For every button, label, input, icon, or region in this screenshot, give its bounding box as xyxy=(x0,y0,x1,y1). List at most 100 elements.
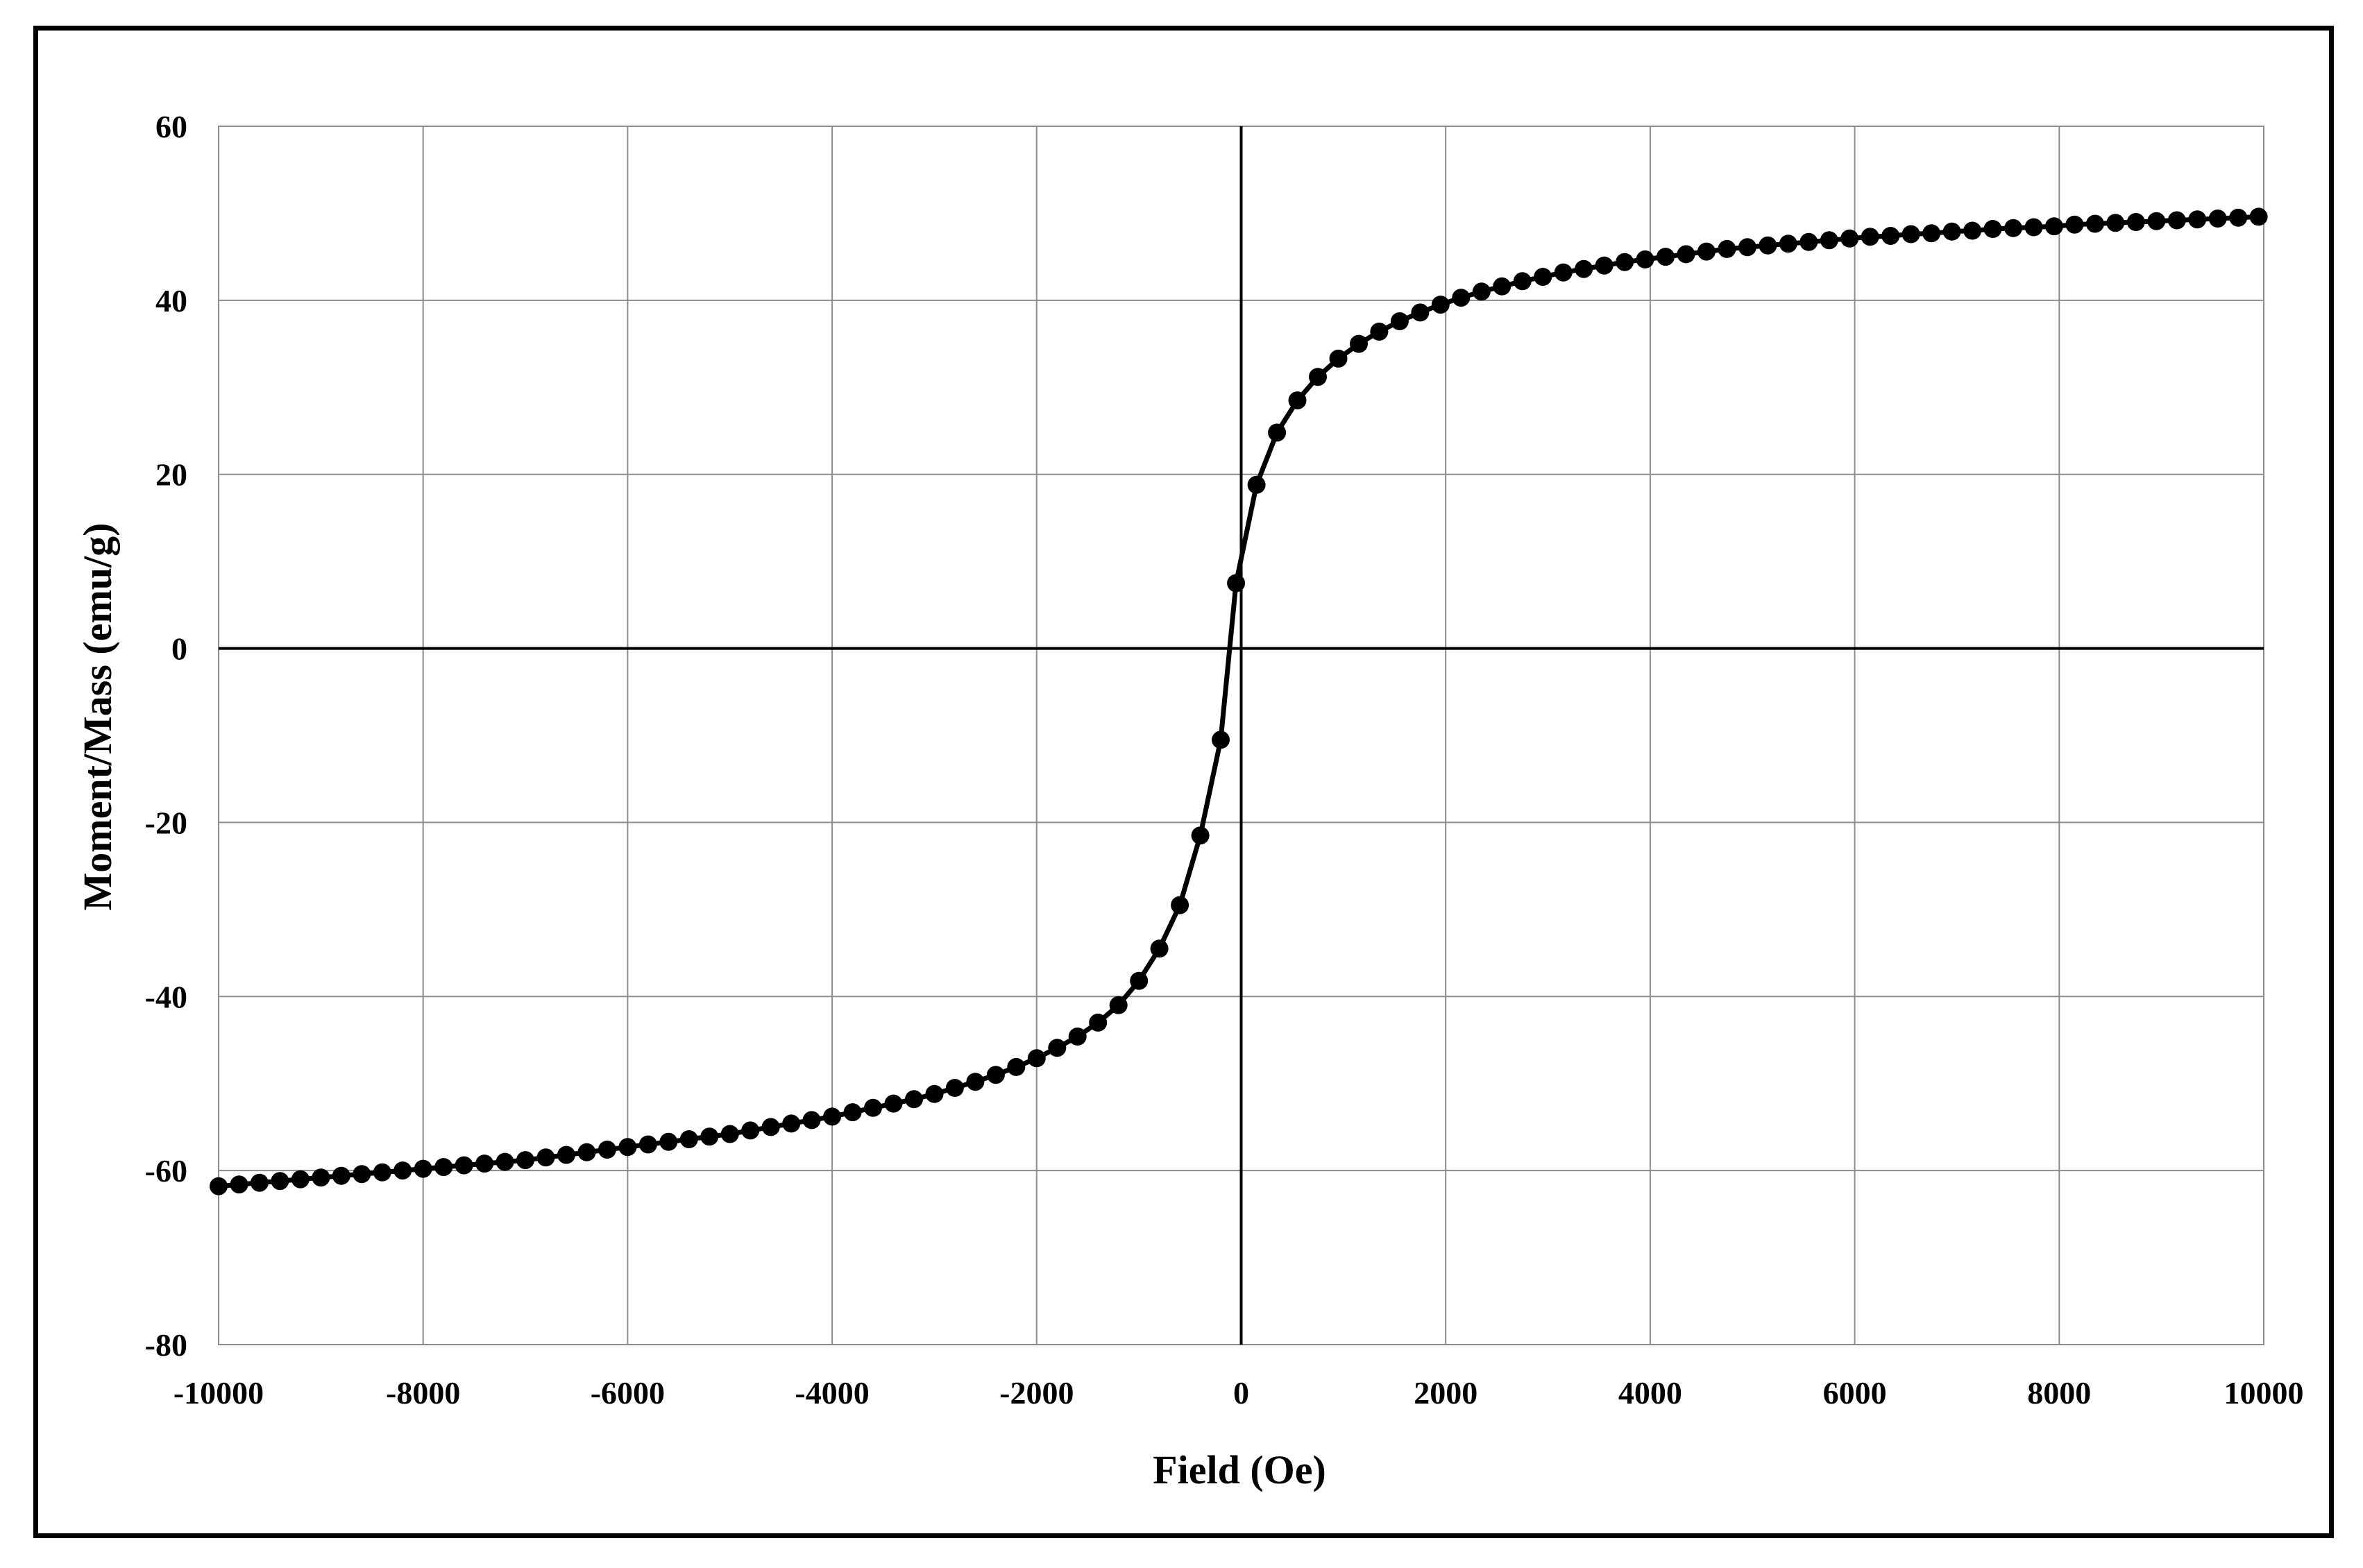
data-point xyxy=(659,1132,678,1151)
data-point xyxy=(823,1107,842,1126)
data-point xyxy=(1068,1028,1087,1046)
data-point xyxy=(1759,236,1777,255)
data-point xyxy=(1171,896,1189,914)
data-point xyxy=(1227,574,1246,593)
data-point xyxy=(1007,1057,1026,1076)
data-point xyxy=(1150,939,1169,958)
data-point xyxy=(782,1114,801,1133)
data-point xyxy=(905,1090,923,1109)
data-point xyxy=(475,1154,494,1173)
data-point xyxy=(1411,303,1430,322)
data-point xyxy=(1902,225,1920,244)
data-point xyxy=(2004,219,2022,237)
data-point xyxy=(516,1151,534,1170)
data-point xyxy=(2065,215,2084,234)
data-point xyxy=(1718,239,1736,258)
y-tick-label: 60 xyxy=(155,109,187,144)
data-point xyxy=(741,1121,760,1140)
x-tick-label: 4000 xyxy=(1618,1375,1682,1411)
x-tick-label: 8000 xyxy=(2027,1375,2091,1411)
data-point xyxy=(1212,731,1230,749)
x-tick-label: -6000 xyxy=(591,1375,665,1411)
data-point xyxy=(353,1165,371,1184)
data-point xyxy=(230,1175,248,1194)
data-point xyxy=(1595,256,1614,275)
data-point xyxy=(2229,208,2248,227)
data-point xyxy=(1840,229,1859,248)
data-point xyxy=(1881,227,1900,245)
data-point xyxy=(1268,423,1287,442)
data-point xyxy=(1677,245,1695,264)
data-point xyxy=(945,1079,964,1097)
data-point xyxy=(1779,235,1797,253)
chart-frame xyxy=(33,26,2334,1538)
data-point xyxy=(2044,217,2063,236)
data-point xyxy=(925,1084,944,1103)
data-point xyxy=(1329,349,1348,368)
data-point xyxy=(250,1173,269,1192)
data-point xyxy=(679,1130,698,1148)
data-point xyxy=(373,1163,391,1182)
x-tick-label: 6000 xyxy=(1823,1375,1887,1411)
data-point xyxy=(700,1127,719,1146)
data-point xyxy=(210,1177,228,1195)
series-line xyxy=(218,214,2259,1189)
data-point xyxy=(312,1168,330,1187)
data-point xyxy=(1616,253,1634,271)
data-point xyxy=(2208,210,2227,228)
data-point xyxy=(761,1118,780,1136)
data-point xyxy=(536,1148,555,1167)
x-tick-label: 10000 xyxy=(2224,1375,2304,1411)
data-point xyxy=(1922,224,1941,243)
data-point xyxy=(434,1158,453,1177)
data-point xyxy=(1048,1039,1067,1057)
data-point xyxy=(1472,282,1491,301)
data-point xyxy=(1575,259,1593,278)
x-tick-label: 2000 xyxy=(1414,1375,1477,1411)
data-point xyxy=(618,1138,637,1157)
data-point xyxy=(1109,996,1128,1014)
data-point xyxy=(598,1141,616,1159)
data-point xyxy=(1963,221,1982,240)
data-point xyxy=(1247,475,1266,494)
data-point xyxy=(986,1066,1005,1084)
data-point xyxy=(1820,231,1838,250)
data-point xyxy=(496,1152,514,1171)
x-tick-label: -2000 xyxy=(999,1375,1074,1411)
data-point xyxy=(1738,238,1756,257)
data-point xyxy=(2106,214,2125,232)
data-point xyxy=(271,1172,289,1191)
data-point xyxy=(1452,289,1471,307)
x-axis-title: Field (Oe) xyxy=(1153,1447,1326,1492)
data-point xyxy=(843,1103,862,1122)
y-tick-label: -20 xyxy=(145,805,187,840)
data-point xyxy=(1309,368,1327,386)
data-point xyxy=(1513,272,1532,291)
data-point xyxy=(802,1111,821,1130)
data-point xyxy=(2249,207,2268,226)
data-point xyxy=(1983,220,2002,238)
data-point xyxy=(1534,268,1552,286)
data-point xyxy=(1942,222,1961,241)
y-tick-label: -40 xyxy=(145,979,187,1014)
x-tick-label: -8000 xyxy=(386,1375,460,1411)
data-point xyxy=(557,1145,575,1164)
data-point xyxy=(1657,248,1675,266)
data-point xyxy=(1799,232,1818,251)
data-point xyxy=(884,1094,903,1113)
data-point xyxy=(1370,323,1389,341)
data-point xyxy=(1390,312,1409,330)
data-point xyxy=(1493,277,1511,296)
data-point xyxy=(1130,971,1149,990)
data-point xyxy=(2167,211,2186,230)
data-point xyxy=(2147,212,2166,230)
y-axis-title: Moment/Mass (emu/g) xyxy=(75,523,120,911)
y-tick-label: 40 xyxy=(155,283,187,318)
y-tick-label: -80 xyxy=(145,1327,187,1363)
data-point xyxy=(393,1161,412,1180)
data-point xyxy=(1027,1049,1046,1068)
data-point xyxy=(414,1159,432,1178)
data-point xyxy=(1697,242,1716,261)
data-point xyxy=(2126,213,2145,231)
